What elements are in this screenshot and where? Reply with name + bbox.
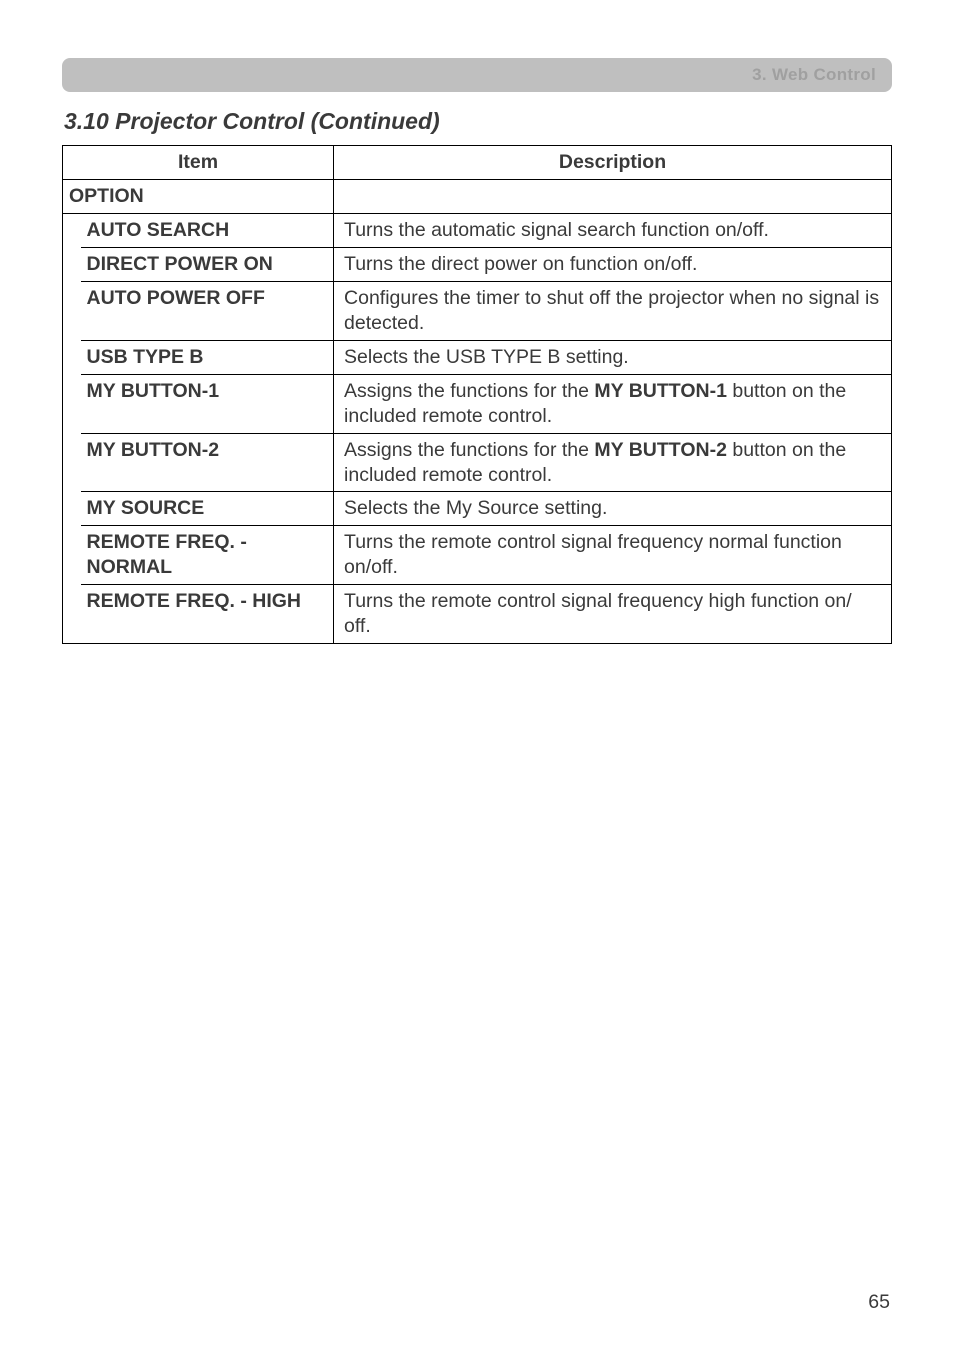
table-row: REMOTE FREQ. - HIGH Turns the remote con… bbox=[63, 585, 892, 644]
table-row: DIRECT POWER ON Turns the direct power o… bbox=[63, 247, 892, 281]
table-row: AUTO POWER OFF Configures the timer to s… bbox=[63, 281, 892, 340]
item-desc: Selects the My Source setting. bbox=[334, 492, 892, 526]
table-row: MY BUTTON-2 Assigns the functions for th… bbox=[63, 433, 892, 492]
group-label-option: OPTION bbox=[63, 179, 334, 213]
item-label: MY BUTTON-2 bbox=[81, 433, 334, 492]
chapter-header-text: 3. Web Control bbox=[752, 65, 876, 85]
item-label: USB TYPE B bbox=[81, 340, 334, 374]
item-label: MY BUTTON-1 bbox=[81, 374, 334, 433]
item-label: MY SOURCE bbox=[81, 492, 334, 526]
settings-table: Item Description OPTION AUTO SEARCH Turn… bbox=[62, 145, 892, 644]
desc-bold: MY BUTTON-2 bbox=[594, 439, 727, 461]
col-header-item: Item bbox=[63, 146, 334, 180]
item-desc: Turns the remote control signal frequenc… bbox=[334, 585, 892, 644]
page-number: 65 bbox=[868, 1291, 890, 1314]
item-label: REMOTE FREQ. - NORMAL bbox=[81, 526, 334, 585]
group-desc-empty bbox=[334, 179, 892, 213]
table-row: MY SOURCE Selects the My Source setting. bbox=[63, 492, 892, 526]
group-gutter bbox=[63, 213, 81, 643]
item-label: DIRECT POWER ON bbox=[81, 247, 334, 281]
document-page: 3. Web Control 3.10 Projector Control (C… bbox=[0, 0, 954, 1352]
item-desc: Turns the remote control signal frequenc… bbox=[334, 526, 892, 585]
item-label: REMOTE FREQ. - HIGH bbox=[81, 585, 334, 644]
item-label: AUTO SEARCH bbox=[81, 213, 334, 247]
item-desc: Configures the timer to shut off the pro… bbox=[334, 281, 892, 340]
table-row: USB TYPE B Selects the USB TYPE B settin… bbox=[63, 340, 892, 374]
chapter-header-bar: 3. Web Control bbox=[62, 58, 892, 92]
desc-prefix: Assigns the functions for the bbox=[344, 439, 594, 461]
table-header-row: Item Description bbox=[63, 146, 892, 180]
item-desc: Assigns the functions for the MY BUTTON-… bbox=[334, 374, 892, 433]
table-row: MY BUTTON-1 Assigns the functions for th… bbox=[63, 374, 892, 433]
item-desc: Turns the direct power on function on/of… bbox=[334, 247, 892, 281]
item-desc: Selects the USB TYPE B setting. bbox=[334, 340, 892, 374]
group-header-row: OPTION bbox=[63, 179, 892, 213]
table-row: REMOTE FREQ. - NORMAL Turns the remote c… bbox=[63, 526, 892, 585]
item-desc: Assigns the functions for the MY BUTTON-… bbox=[334, 433, 892, 492]
desc-prefix: Assigns the functions for the bbox=[344, 380, 594, 402]
item-label: AUTO POWER OFF bbox=[81, 281, 334, 340]
item-desc: Turns the automatic signal search functi… bbox=[334, 213, 892, 247]
col-header-description: Description bbox=[334, 146, 892, 180]
table-row: AUTO SEARCH Turns the automatic signal s… bbox=[63, 213, 892, 247]
section-title: 3.10 Projector Control (Continued) bbox=[64, 108, 892, 135]
desc-bold: MY BUTTON-1 bbox=[594, 380, 727, 402]
